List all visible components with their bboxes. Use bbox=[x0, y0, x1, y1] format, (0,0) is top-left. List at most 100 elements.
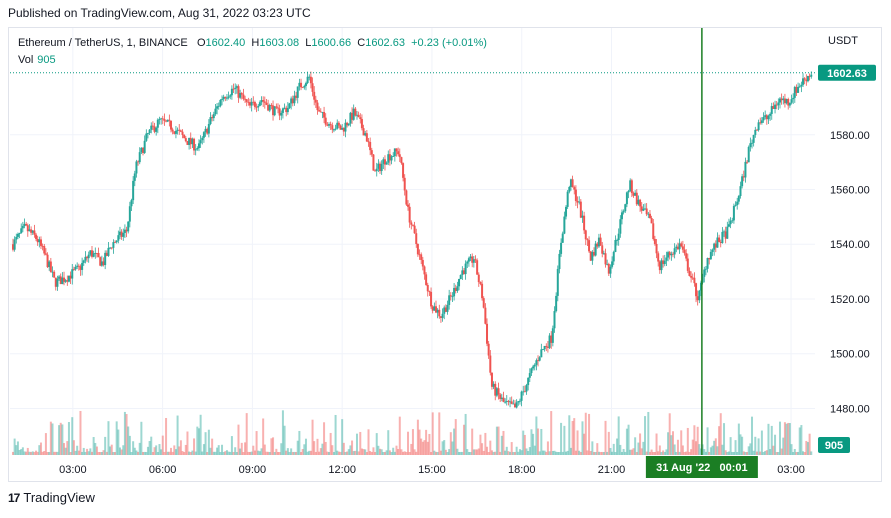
candle-body bbox=[44, 253, 47, 255]
candle-body bbox=[314, 99, 317, 103]
symbol-label[interactable]: Ethereum / TetherUS, 1, BINANCE bbox=[18, 37, 188, 49]
volume-bar bbox=[25, 451, 28, 455]
volume-bar bbox=[183, 451, 186, 455]
candle-body bbox=[120, 231, 123, 237]
candle-body bbox=[313, 91, 316, 100]
brand-name: TradingView bbox=[23, 490, 95, 505]
candle-body bbox=[146, 133, 149, 134]
volume-bar bbox=[597, 451, 600, 455]
candle-body bbox=[16, 233, 19, 237]
volume-bar bbox=[319, 448, 322, 455]
candle-body bbox=[482, 298, 485, 308]
high-value: 1603.08 bbox=[259, 37, 300, 49]
candle-body bbox=[122, 232, 125, 237]
candle-body bbox=[449, 295, 452, 297]
volume-bar bbox=[754, 436, 757, 455]
volume-bar bbox=[250, 451, 253, 455]
volume-bar bbox=[581, 421, 584, 455]
volume-bar bbox=[217, 445, 220, 455]
volume-bar bbox=[245, 413, 248, 455]
chart-pane[interactable] bbox=[8, 27, 882, 482]
tradingview-logo-icon: 17 bbox=[8, 490, 20, 505]
candle-body bbox=[281, 108, 284, 113]
candle-body bbox=[30, 229, 33, 233]
volume-bar bbox=[262, 418, 265, 455]
volume-bar bbox=[309, 450, 312, 455]
candle-body bbox=[558, 253, 561, 270]
candle-body bbox=[311, 83, 314, 92]
candle-body bbox=[637, 199, 640, 205]
candle-body bbox=[179, 130, 182, 132]
candle-body bbox=[400, 157, 403, 164]
candle-body bbox=[574, 189, 577, 201]
candle-body bbox=[739, 186, 742, 196]
volume-bar bbox=[714, 438, 717, 455]
candle-body bbox=[357, 114, 360, 118]
candle-body bbox=[538, 357, 541, 361]
volume-bar bbox=[276, 452, 279, 455]
candle-body bbox=[752, 134, 755, 143]
volume-bar bbox=[323, 422, 326, 455]
volume-bar bbox=[69, 451, 72, 455]
volume-bar bbox=[115, 421, 118, 455]
volume-bar bbox=[746, 452, 749, 455]
volume-bar bbox=[171, 451, 174, 455]
candle-body bbox=[810, 74, 813, 77]
volume-bar bbox=[489, 440, 492, 455]
currency-label[interactable]: USDT bbox=[828, 35, 858, 47]
volume-bar bbox=[734, 440, 737, 455]
volume-bar bbox=[484, 432, 487, 455]
volume-bar bbox=[211, 438, 214, 455]
volume-bar bbox=[573, 418, 576, 455]
volume-bar bbox=[431, 412, 434, 455]
volume-bar bbox=[747, 446, 750, 455]
candle-body bbox=[95, 253, 98, 254]
candle-body bbox=[494, 383, 497, 396]
volume-bar bbox=[563, 425, 566, 455]
candle-body bbox=[502, 397, 505, 402]
candle-body bbox=[408, 206, 411, 223]
volume-label: Vol bbox=[18, 54, 34, 66]
candle-body bbox=[51, 271, 54, 273]
volume-bar bbox=[148, 441, 151, 455]
candle-body bbox=[290, 98, 293, 104]
candle-body bbox=[453, 287, 456, 297]
volume-bar bbox=[443, 440, 446, 455]
volume-bar bbox=[556, 451, 559, 455]
volume-bar bbox=[341, 419, 344, 455]
volume-bar bbox=[280, 443, 283, 455]
volume-bar bbox=[275, 448, 278, 455]
volume-bar bbox=[448, 449, 451, 455]
candle-body bbox=[423, 266, 426, 275]
candle-body bbox=[405, 190, 408, 205]
candle-body bbox=[31, 230, 34, 233]
candle-body bbox=[578, 201, 581, 203]
candle-body bbox=[90, 250, 93, 257]
candle-body bbox=[176, 129, 179, 131]
candle-body bbox=[545, 345, 548, 347]
candle-body bbox=[699, 282, 702, 291]
candle-body bbox=[769, 113, 772, 116]
candle-body bbox=[421, 259, 424, 267]
candle-body bbox=[242, 94, 245, 99]
candle-body bbox=[439, 316, 442, 318]
volume-bar bbox=[291, 452, 294, 455]
volume-bar bbox=[102, 450, 105, 455]
volume-bar bbox=[229, 451, 232, 455]
candle-body bbox=[737, 195, 740, 202]
volume-bar bbox=[204, 432, 207, 455]
volume-bar bbox=[197, 428, 200, 455]
volume-bar bbox=[178, 446, 181, 455]
footer-brand[interactable]: 17 TradingView bbox=[8, 490, 95, 505]
volume-bar bbox=[430, 451, 433, 455]
candle-body bbox=[383, 159, 386, 165]
x-tick-label: 06:00 bbox=[149, 464, 177, 476]
volume-bar bbox=[711, 445, 714, 455]
volume-bar bbox=[454, 419, 457, 455]
candle-body bbox=[787, 99, 790, 106]
volume-bar bbox=[118, 447, 121, 455]
volume-bar bbox=[806, 442, 809, 455]
candle-body bbox=[490, 372, 493, 387]
volume-bar bbox=[202, 444, 205, 455]
